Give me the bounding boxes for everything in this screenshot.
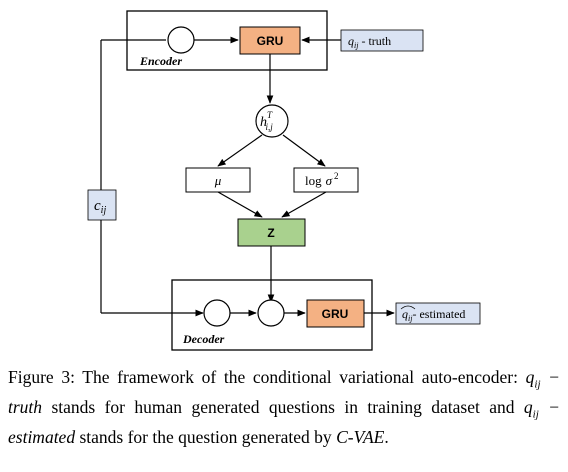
gru-decoder-label: GRU	[322, 307, 349, 321]
arrow-h-mu	[217, 134, 263, 167]
encoder-label: Encoder	[139, 54, 182, 68]
q-est-hat	[400, 305, 416, 310]
arrow-sigma-z	[281, 191, 327, 218]
q-truth-label: qij - truth	[348, 34, 391, 50]
log-sigma-label: log σ 2	[305, 171, 339, 188]
cvae-diagram: Encoder GRU qij - truth hT i,j μ log σ 2 Z …	[87, 10, 481, 351]
q-est-label: qij- estimated	[402, 307, 465, 323]
arrow-h-sigma	[282, 134, 326, 167]
arrow-mu-z	[217, 191, 263, 218]
q-est-box	[395, 302, 481, 325]
h-node	[255, 104, 289, 138]
h-label: hT i,j	[260, 110, 273, 132]
decoder-circle-2	[257, 299, 285, 327]
c-label: cij	[94, 198, 106, 216]
encoder-circle	[167, 26, 195, 54]
z-box	[237, 218, 306, 247]
gru-encoder-label: GRU	[257, 34, 284, 48]
gru-decoder-box	[306, 299, 365, 328]
decoder-circle-1	[203, 299, 231, 327]
decoder-label: Decoder	[182, 332, 225, 346]
figure-caption: Figure 3: The framework of the condition…	[8, 367, 560, 447]
log-sigma-box	[293, 167, 359, 193]
c-box	[87, 189, 117, 221]
z-label: Z	[267, 226, 274, 240]
mu-label: μ	[214, 173, 222, 188]
decoder-box	[171, 279, 373, 351]
